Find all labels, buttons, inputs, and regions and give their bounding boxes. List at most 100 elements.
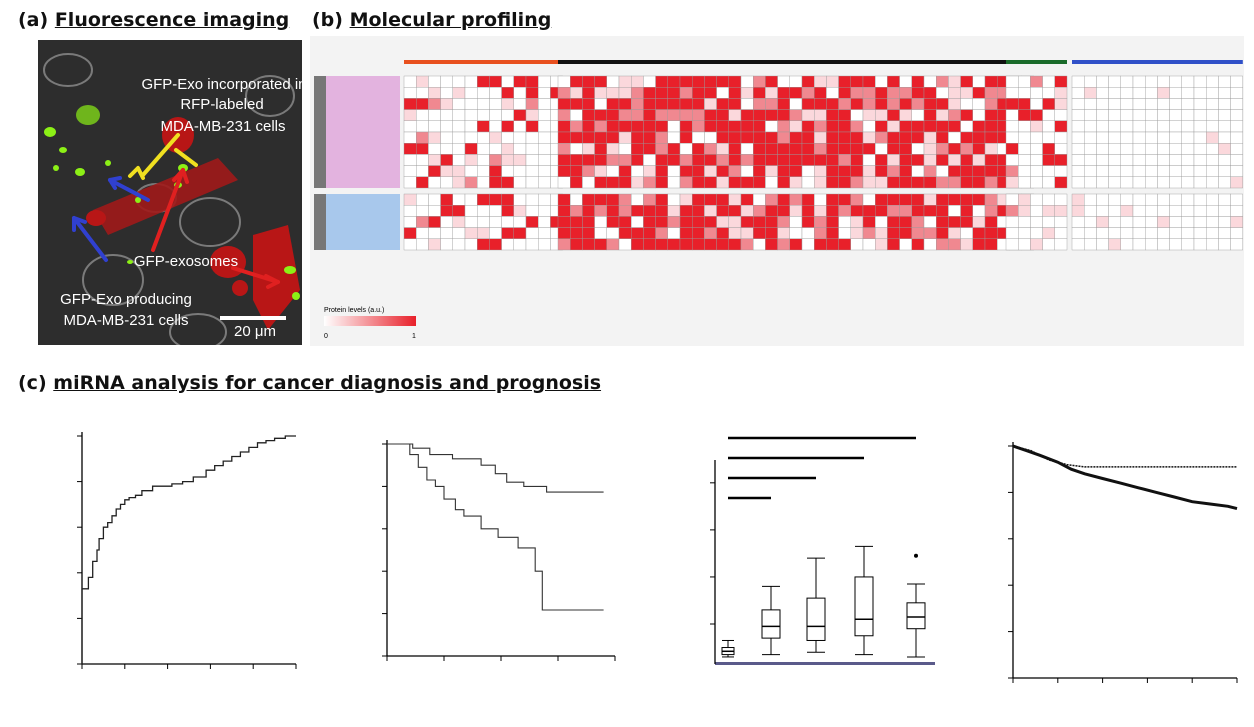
heatmap-cell [826,142,839,155]
heatmap-cell [440,216,454,228]
heatmap-cell [525,75,539,88]
heatmap-cell [1054,216,1068,228]
heatmap-cell [464,131,478,144]
heatmap-cell [850,238,864,251]
heatmap-cell [582,109,595,121]
heatmap-cell [814,75,827,88]
heatmap-cell [513,216,527,228]
heatmap-cell [850,142,864,155]
heatmap-cell [1181,120,1195,133]
heatmap-cell [1181,87,1195,99]
heatmap-cell [403,142,417,155]
heatmap-cell [606,120,620,133]
heatmap-cell [570,142,583,155]
heatmap-cell [1084,87,1097,99]
heatmap-cell [594,165,608,178]
heatmap-cell [643,87,656,99]
heatmap-cell [728,98,742,110]
heatmap-cell [582,238,595,251]
heatmap-cell [740,216,754,228]
heatmap-cell [452,87,466,99]
heatmap-cell [513,154,527,166]
heatmap-cell [875,142,888,155]
heatmap-cell [1157,98,1170,110]
heatmap-cell [679,216,693,228]
heatmap-cell [862,87,876,99]
heatmap-cell [1030,75,1043,88]
heatmap-cell [948,176,961,189]
heatmap-cell [850,176,864,189]
heatmap-cell [476,204,490,217]
heatmap-cell [765,154,778,166]
heatmap-cell [489,98,502,110]
heatmap-cell [960,204,973,217]
heatmap-cell [1181,193,1195,206]
heatmap-cell [476,216,490,228]
heatmap-cell [838,204,851,217]
heatmap-cell [1157,131,1170,144]
heatmap-cell [777,216,791,228]
heatmap-cell [936,98,949,110]
heatmap-cell [1005,75,1019,88]
heatmap-cell [501,238,515,251]
heatmap-cell [452,238,466,251]
heatmap-cell [606,131,620,144]
heatmap-cell [801,165,815,178]
heatmap-cell [1030,154,1043,166]
heatmap-cell [899,75,912,88]
panel-c-title: miRNA analysis for cancer diagnosis and … [53,372,602,394]
heatmap-cell [1218,98,1231,110]
legend-min: 0 [324,333,328,340]
heatmap-cell [643,109,656,121]
heatmap-cell [789,131,803,144]
heatmap-cell [476,120,490,133]
heatmap-cell [415,120,429,133]
heatmap-cell [513,98,527,110]
heatmap-cell [679,109,693,121]
heatmap-cell [525,204,539,217]
heatmap-cell [984,109,998,121]
heatmap-cell [428,131,441,144]
heatmap-cell [1120,216,1134,228]
heatmap-cell [960,120,973,133]
heatmap-cell [452,142,466,155]
heatmap-cell [850,75,864,88]
heatmap-cell [1132,204,1146,217]
heatmap-cell [1084,131,1097,144]
heatmap-cell [1206,142,1219,155]
heatmap-cell [476,131,490,144]
heatmap-cell [728,131,742,144]
heatmap-cell [765,120,778,133]
heatmap-cell [1096,109,1109,121]
heatmap-cell [1157,142,1170,155]
heatmap-cell [1181,109,1195,121]
heatmap-cell [838,109,851,121]
heatmap-cell [525,165,539,178]
heatmap-cell [887,109,900,121]
heatmap-cell [501,120,515,133]
heatmap-cell [1132,216,1146,228]
heatmap-cell [765,227,778,240]
heatmap-cell [537,176,551,189]
heatmap-cell [655,75,669,88]
heatmap-cell [557,75,571,88]
heatmap-cell [537,131,551,144]
heatmap-cell [704,193,717,206]
heatmap-cell [513,109,527,121]
heatmap-cell [826,154,839,166]
heatmap-cell [728,216,742,228]
heatmap-cell [513,120,527,133]
heatmap-cell [464,204,478,217]
heatmap-cell [1108,238,1121,251]
heatmap-cell [728,165,742,178]
heatmap-cell [643,227,656,240]
heatmap-cell [1120,109,1134,121]
heatmap-cell [582,154,595,166]
heatmap-cell [1084,176,1097,189]
heatmap-cell [801,154,815,166]
heatmap-cell [606,165,620,178]
heatmap-cell [899,120,912,133]
heatmap-cell [948,87,961,99]
heatmap-cell [655,216,669,228]
heatmap-cell [428,142,441,155]
